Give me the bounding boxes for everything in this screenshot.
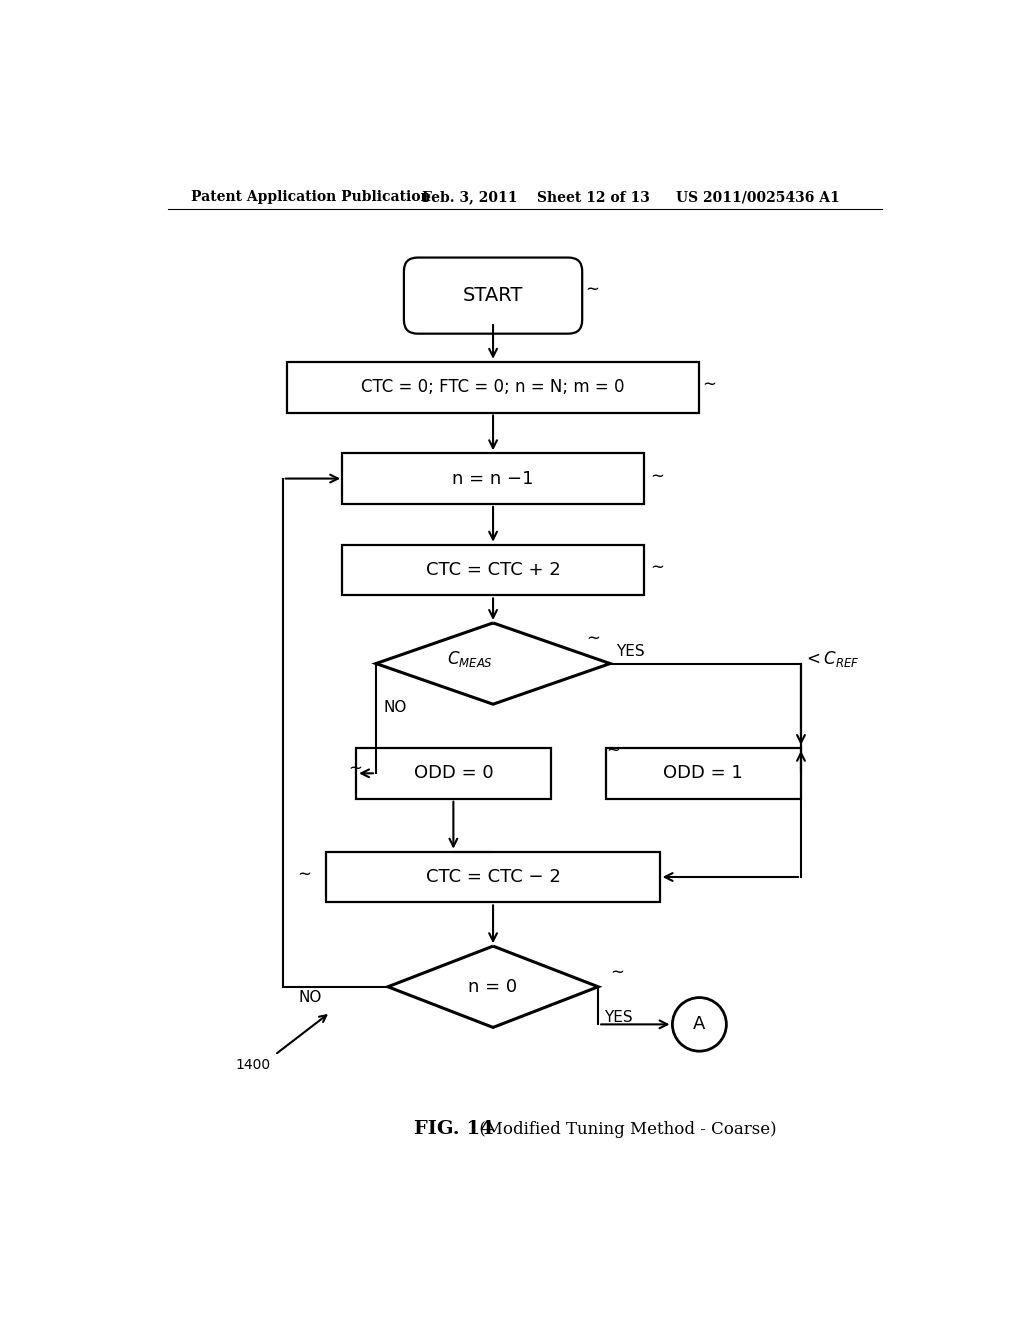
Text: FIG. 14: FIG. 14 xyxy=(414,1121,494,1138)
Text: A: A xyxy=(693,1015,706,1034)
Text: US 2011/0025436 A1: US 2011/0025436 A1 xyxy=(676,190,840,205)
Text: ∼: ∼ xyxy=(606,741,621,759)
Text: 1400: 1400 xyxy=(236,1059,270,1072)
Text: START: START xyxy=(463,286,523,305)
Text: ∼: ∼ xyxy=(587,630,600,647)
Bar xyxy=(287,362,699,413)
Text: ∼: ∼ xyxy=(585,280,599,297)
Text: ∼: ∼ xyxy=(650,558,664,576)
Text: YES: YES xyxy=(604,1010,633,1024)
Text: (Modified Tuning Method - Coarse): (Modified Tuning Method - Coarse) xyxy=(474,1121,776,1138)
Text: $ < C_{REF}$: $ < C_{REF}$ xyxy=(803,649,859,669)
FancyBboxPatch shape xyxy=(403,257,583,334)
Text: n = n −1: n = n −1 xyxy=(453,470,534,487)
Text: YES: YES xyxy=(616,644,645,659)
Text: ∼: ∼ xyxy=(297,865,311,883)
Text: n = 0: n = 0 xyxy=(469,978,517,995)
Text: Feb. 3, 2011    Sheet 12 of 13: Feb. 3, 2011 Sheet 12 of 13 xyxy=(422,190,649,205)
Bar xyxy=(356,748,551,799)
Text: ∼: ∼ xyxy=(650,466,664,484)
Text: ∼: ∼ xyxy=(702,375,717,393)
Text: NO: NO xyxy=(384,700,407,714)
Bar xyxy=(327,851,659,903)
Bar xyxy=(342,453,644,504)
Bar xyxy=(342,545,644,595)
Text: ∼: ∼ xyxy=(610,962,625,981)
Text: NO: NO xyxy=(299,990,323,1006)
Text: $C_{MEAS}$: $C_{MEAS}$ xyxy=(447,649,494,669)
Text: CTC = 0; FTC = 0; n = N; m = 0: CTC = 0; FTC = 0; n = N; m = 0 xyxy=(361,378,625,396)
Bar xyxy=(606,748,801,799)
Text: Patent Application Publication: Patent Application Publication xyxy=(191,190,431,205)
Text: CTC = CTC + 2: CTC = CTC + 2 xyxy=(426,561,560,579)
Text: CTC = CTC − 2: CTC = CTC − 2 xyxy=(426,869,560,886)
Text: ODD = 1: ODD = 1 xyxy=(664,764,743,783)
Text: ∼: ∼ xyxy=(348,759,362,777)
Text: ODD = 0: ODD = 0 xyxy=(414,764,494,783)
